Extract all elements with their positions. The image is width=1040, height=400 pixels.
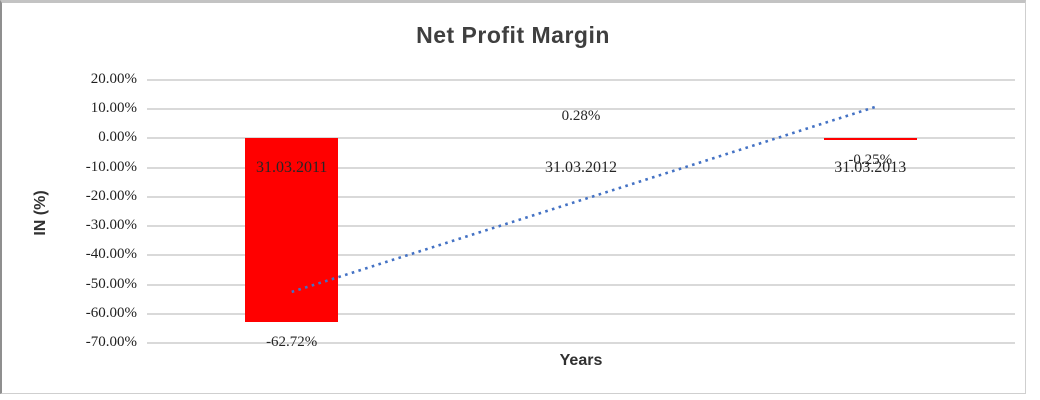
bar xyxy=(823,138,917,141)
y-tick-label: -70.00% xyxy=(85,334,137,350)
y-tick-label: 0.00% xyxy=(98,129,137,146)
y-tick-label: -50.00% xyxy=(85,275,137,292)
y-tick-label: -60.00% xyxy=(85,304,137,321)
y-tick-label: -10.00% xyxy=(85,158,137,175)
gridline xyxy=(147,195,1015,198)
y-tick-label: 20.00% xyxy=(90,71,137,87)
gridline xyxy=(147,137,1015,140)
y-tick-label: -30.00% xyxy=(85,217,137,234)
gridline xyxy=(147,79,1015,81)
data-label: 0.28% xyxy=(561,108,601,125)
gridline xyxy=(147,254,1015,257)
gridline xyxy=(147,108,1015,111)
chart-title: Net Profit Margin xyxy=(416,22,610,48)
y-tick-label: 10.00% xyxy=(90,100,137,117)
gridline xyxy=(147,342,1015,344)
category-label: 31.03.2011 xyxy=(255,159,328,176)
data-label: -62.72% xyxy=(266,333,318,350)
gridline xyxy=(147,312,1015,315)
y-tick-label: -20.00% xyxy=(85,187,137,204)
x-axis-title: Years xyxy=(559,352,603,369)
gridline xyxy=(147,225,1015,228)
data-label: -0.25% xyxy=(848,152,893,169)
category-label: 31.03.2012 xyxy=(545,159,617,176)
gridline xyxy=(147,283,1015,286)
category-label: 31.03.2013 xyxy=(834,159,907,176)
gridline xyxy=(147,166,1015,169)
y-tick-label: -40.00% xyxy=(85,246,137,263)
